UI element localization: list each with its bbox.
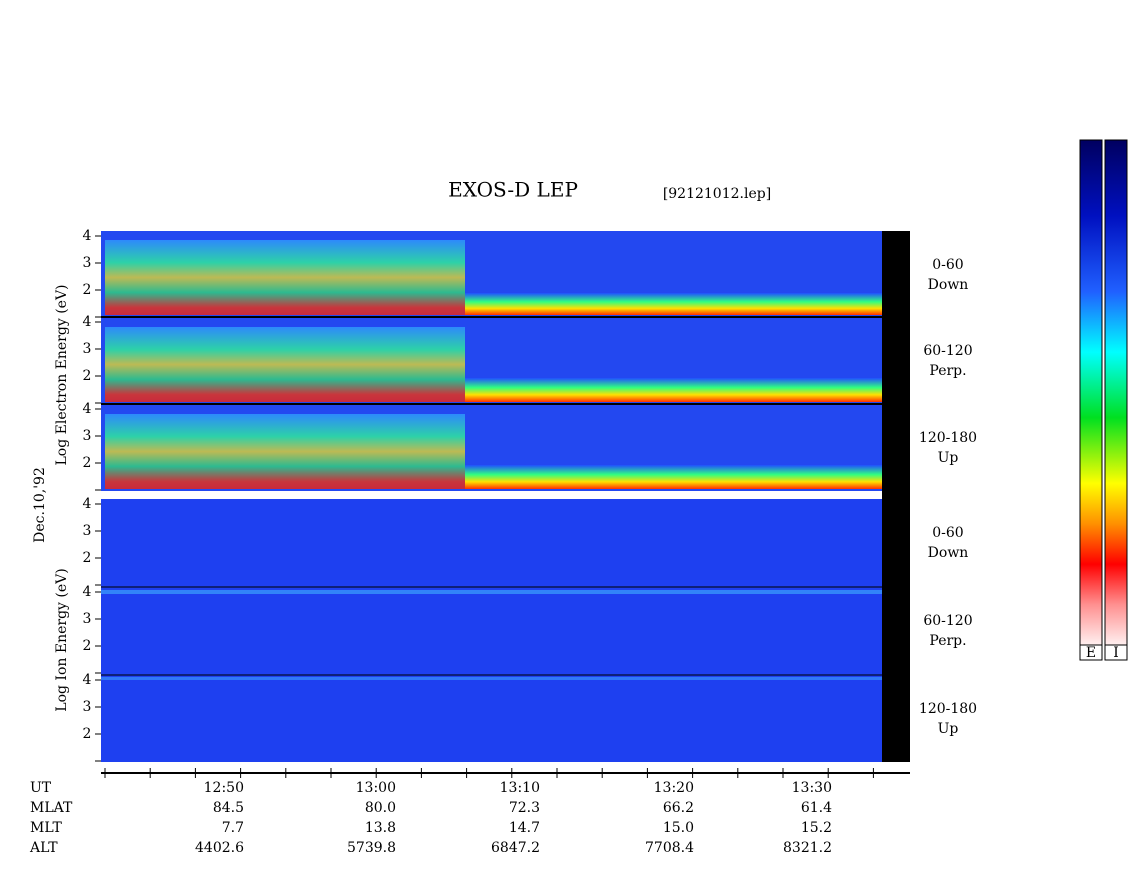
- spectrogram: [101, 231, 910, 762]
- table-cell: 7708.4: [645, 840, 694, 856]
- colorbar-label: E: [1086, 645, 1096, 661]
- electron-axis-label: Log Electron Energy (eV): [54, 284, 70, 465]
- y-tick-label: 2: [83, 282, 92, 298]
- panel-sublabel: Up: [938, 721, 959, 737]
- panel-label: 120-180: [919, 430, 977, 446]
- table-cell: 6847.2: [491, 840, 540, 856]
- panel-sublabel: Up: [938, 450, 959, 466]
- table-cell: 15.0: [663, 820, 694, 836]
- panel-sublabel: Perp.: [929, 633, 966, 649]
- panel-sublabel: Perp.: [929, 363, 966, 379]
- y-tick-label: 2: [83, 368, 92, 384]
- table-cell: 5739.8: [347, 840, 396, 856]
- y-tick-label: 2: [83, 726, 92, 742]
- ion-axis-label: Log Ion Energy (eV): [54, 568, 70, 711]
- colorbar-box: [1079, 644, 1103, 661]
- panel-sublabel: Down: [928, 277, 969, 293]
- table-cell: 61.4: [801, 800, 832, 816]
- y-tick-label: 4: [83, 672, 92, 688]
- table-cell: 13:20: [654, 780, 694, 796]
- y-tick-label: 4: [83, 496, 92, 512]
- panel-label: 60-120: [923, 613, 972, 629]
- y-tick-label: 3: [83, 341, 92, 357]
- y-tick-label: 3: [83, 611, 92, 627]
- table-cell: 80.0: [365, 800, 396, 816]
- table-cell: 66.2: [663, 800, 694, 816]
- y-tick-label: 2: [83, 455, 92, 471]
- colorbar: [1104, 139, 1128, 646]
- panel-sublabel: Down: [928, 545, 969, 561]
- table-cell: 13:10: [500, 780, 540, 796]
- y-tick-label: 3: [83, 699, 92, 715]
- y-tick-label: 4: [83, 401, 92, 417]
- panel-label: 120-180: [919, 701, 977, 717]
- table-cell: 4402.6: [195, 840, 244, 856]
- y-tick-label: 4: [83, 314, 92, 330]
- y-tick-label: 3: [83, 255, 92, 271]
- table-cell: 13:00: [356, 780, 396, 796]
- table-cell: 7.7: [222, 820, 244, 836]
- title: EXOS-D LEP: [448, 178, 578, 202]
- table-cell: 13:30: [792, 780, 832, 796]
- table-cell: 15.2: [801, 820, 832, 836]
- y-tick-label: 3: [83, 428, 92, 444]
- colorbar: [1079, 139, 1103, 646]
- panel-label: 0-60: [932, 525, 963, 541]
- table-cell: 84.5: [213, 800, 244, 816]
- table-cell: 13.8: [365, 820, 396, 836]
- y-tick-label: 3: [83, 523, 92, 539]
- panel-label: 0-60: [932, 257, 963, 273]
- row-label: MLT: [30, 820, 62, 836]
- y-tick-label: 4: [83, 584, 92, 600]
- y-tick-label: 2: [83, 550, 92, 566]
- table-cell: 12:50: [204, 780, 244, 796]
- table-cell: 8321.2: [783, 840, 832, 856]
- row-label: UT: [30, 780, 52, 796]
- table-cell: 72.3: [509, 800, 540, 816]
- colorbar-box: [1104, 644, 1128, 661]
- date-label: Dec.10,'92: [32, 467, 48, 543]
- panel-label: 60-120: [923, 343, 972, 359]
- row-label: MLAT: [30, 800, 73, 816]
- y-tick-label: 2: [83, 638, 92, 654]
- colorbar-label: I: [1113, 645, 1119, 661]
- y-tick-label: 4: [83, 228, 92, 244]
- row-label: ALT: [29, 840, 58, 856]
- file-name: [92121012.lep]: [663, 186, 771, 202]
- table-cell: 14.7: [509, 820, 540, 836]
